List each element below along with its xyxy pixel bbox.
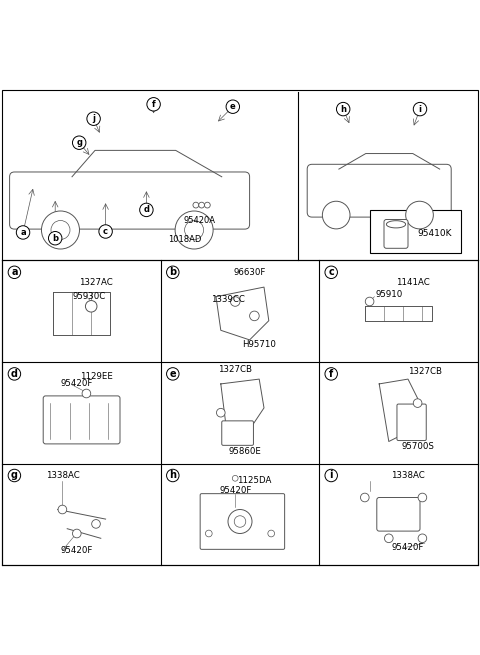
- Text: 95700S: 95700S: [401, 441, 434, 451]
- Circle shape: [185, 221, 204, 240]
- FancyBboxPatch shape: [2, 90, 478, 565]
- Text: 95420F: 95420F: [60, 379, 93, 388]
- Circle shape: [167, 266, 179, 278]
- FancyBboxPatch shape: [397, 404, 426, 441]
- Circle shape: [8, 367, 21, 380]
- Text: c: c: [328, 267, 334, 277]
- Circle shape: [193, 202, 199, 208]
- Circle shape: [384, 534, 393, 542]
- Circle shape: [232, 476, 238, 481]
- Text: h: h: [340, 105, 346, 113]
- Circle shape: [51, 221, 70, 240]
- Circle shape: [230, 297, 240, 307]
- FancyBboxPatch shape: [307, 164, 451, 217]
- Text: 96630F: 96630F: [233, 268, 266, 277]
- Circle shape: [216, 408, 225, 417]
- FancyBboxPatch shape: [384, 219, 408, 248]
- Circle shape: [8, 469, 21, 481]
- Circle shape: [48, 231, 62, 245]
- Text: 1327AC: 1327AC: [79, 278, 113, 287]
- Circle shape: [72, 136, 86, 149]
- Text: i: i: [419, 105, 421, 113]
- FancyBboxPatch shape: [200, 494, 285, 550]
- Text: 1129EE: 1129EE: [80, 372, 112, 381]
- Circle shape: [41, 211, 80, 249]
- Text: 95910: 95910: [375, 290, 402, 299]
- FancyBboxPatch shape: [377, 498, 420, 531]
- Text: f: f: [152, 100, 156, 109]
- FancyBboxPatch shape: [43, 396, 120, 444]
- Circle shape: [325, 469, 337, 481]
- Text: 1339CC: 1339CC: [211, 295, 245, 303]
- Circle shape: [199, 202, 204, 208]
- Text: b: b: [169, 267, 176, 277]
- Circle shape: [58, 505, 67, 514]
- Circle shape: [8, 266, 21, 278]
- Text: g: g: [76, 138, 82, 147]
- Text: H95710: H95710: [242, 340, 276, 349]
- Text: e: e: [230, 102, 236, 111]
- Circle shape: [205, 530, 212, 537]
- Text: 95930C: 95930C: [72, 292, 106, 301]
- Text: a: a: [11, 267, 18, 277]
- Text: 95410K: 95410K: [418, 229, 452, 238]
- Text: j: j: [92, 114, 95, 123]
- Text: b: b: [52, 234, 58, 243]
- FancyBboxPatch shape: [222, 421, 253, 445]
- Circle shape: [82, 389, 91, 398]
- Bar: [370, 210, 461, 253]
- Text: h: h: [169, 470, 176, 481]
- Circle shape: [140, 203, 153, 217]
- Text: a: a: [20, 228, 26, 237]
- Circle shape: [360, 493, 369, 502]
- Circle shape: [226, 100, 240, 113]
- Circle shape: [336, 102, 350, 116]
- Circle shape: [365, 297, 374, 306]
- Circle shape: [228, 510, 252, 534]
- Text: 95420F: 95420F: [219, 486, 252, 495]
- Text: i: i: [329, 470, 333, 481]
- Text: 95420A: 95420A: [183, 216, 215, 225]
- Circle shape: [16, 226, 30, 239]
- Circle shape: [167, 367, 179, 380]
- Text: c: c: [103, 227, 108, 236]
- Circle shape: [250, 311, 259, 321]
- Circle shape: [268, 530, 275, 537]
- Circle shape: [325, 367, 337, 380]
- Text: 1327CB: 1327CB: [218, 365, 252, 374]
- Circle shape: [413, 102, 427, 116]
- Text: d: d: [144, 206, 149, 214]
- Circle shape: [85, 301, 97, 312]
- Circle shape: [325, 266, 337, 278]
- Circle shape: [99, 225, 112, 238]
- Text: 1327CB: 1327CB: [408, 367, 442, 377]
- Circle shape: [418, 534, 427, 542]
- Circle shape: [406, 201, 433, 229]
- Text: 1141AC: 1141AC: [396, 278, 430, 287]
- Circle shape: [167, 469, 179, 481]
- Text: d: d: [11, 369, 18, 379]
- Text: 95860E: 95860E: [228, 447, 261, 455]
- Circle shape: [323, 201, 350, 229]
- Circle shape: [92, 519, 100, 528]
- Text: g: g: [11, 470, 18, 481]
- Circle shape: [418, 493, 427, 502]
- Text: 1125DA: 1125DA: [237, 476, 272, 485]
- Text: 1338AC: 1338AC: [46, 472, 79, 480]
- Circle shape: [87, 112, 100, 125]
- Text: 95420F: 95420F: [392, 543, 424, 552]
- Text: 1338AC: 1338AC: [391, 472, 425, 480]
- Text: 1018AD: 1018AD: [168, 235, 202, 244]
- Circle shape: [175, 211, 213, 249]
- FancyBboxPatch shape: [10, 172, 250, 229]
- Circle shape: [72, 529, 81, 538]
- Circle shape: [204, 202, 210, 208]
- Text: 95420F: 95420F: [60, 546, 93, 555]
- Circle shape: [147, 98, 160, 111]
- Text: e: e: [169, 369, 176, 379]
- Circle shape: [413, 399, 422, 407]
- Circle shape: [234, 515, 246, 527]
- Text: f: f: [329, 369, 333, 379]
